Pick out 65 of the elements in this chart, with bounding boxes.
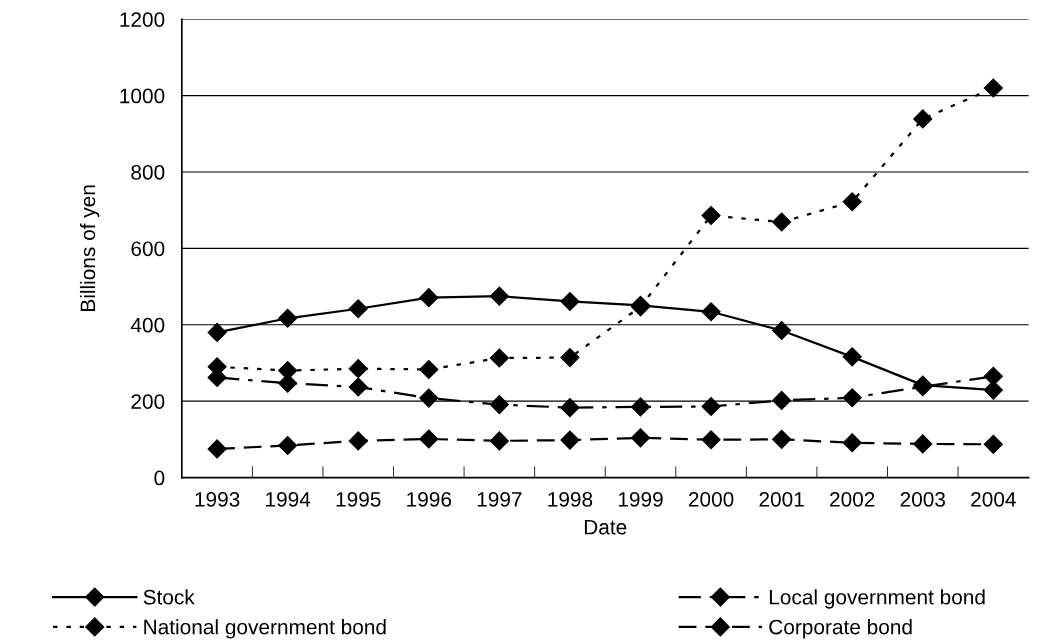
- x-tick-label: 2003: [900, 491, 946, 507]
- y-tick-label: 600: [131, 241, 165, 257]
- point: [772, 320, 792, 341]
- point: [278, 435, 298, 455]
- legend-label: National government bond: [144, 619, 386, 639]
- point: [207, 439, 227, 459]
- point: [701, 206, 721, 226]
- point: [348, 377, 368, 397]
- y-tick-label: 800: [131, 165, 165, 180]
- point: [913, 109, 933, 129]
- point: [983, 434, 1003, 454]
- y-tick-label: 1200: [120, 12, 165, 27]
- x-tick-label: 1995: [336, 491, 381, 507]
- point: [560, 291, 580, 312]
- x-tick-label: 1999: [618, 491, 663, 507]
- x-axis-title: Date: [584, 519, 627, 535]
- point: [772, 212, 792, 232]
- point: [913, 434, 933, 454]
- x-tick-label: 2000: [688, 491, 734, 507]
- point: [419, 429, 439, 449]
- point: [489, 431, 509, 451]
- point: [983, 380, 1003, 400]
- point: [772, 390, 792, 410]
- point: [772, 429, 792, 449]
- point: [983, 366, 1003, 386]
- x-tick-label: 2004: [971, 491, 1016, 507]
- y-tick-label: 1000: [120, 88, 165, 104]
- point: [348, 431, 368, 451]
- point: [489, 348, 509, 368]
- point: [842, 433, 862, 453]
- point: [842, 192, 862, 212]
- x-tick-label: 1997: [477, 491, 522, 507]
- legend-label: Corporate bond: [769, 619, 912, 639]
- point: [983, 78, 1003, 98]
- point: [701, 430, 721, 450]
- point: [560, 398, 580, 418]
- point: [630, 428, 651, 448]
- x-tick-label: 2001: [759, 491, 804, 507]
- point: [560, 348, 580, 368]
- y-axis-title: Billions of yen: [79, 185, 100, 311]
- x-tick-label: 1998: [548, 491, 593, 507]
- point: [419, 288, 439, 308]
- point: [701, 396, 721, 417]
- point: [348, 299, 368, 319]
- point: [701, 302, 721, 322]
- point: [419, 359, 439, 379]
- point: [419, 388, 439, 408]
- point: [207, 322, 227, 342]
- legend-label: Local government bond: [769, 589, 985, 609]
- point: [842, 388, 862, 408]
- legend-label: Stock: [143, 589, 195, 605]
- y-tick-label: 400: [130, 317, 165, 333]
- point: [348, 359, 368, 379]
- point: [278, 308, 298, 328]
- point: [560, 430, 580, 450]
- x-tick-label: 1996: [407, 491, 452, 507]
- x-tick-label: 2002: [830, 491, 875, 507]
- point: [842, 347, 862, 367]
- point: [489, 395, 509, 415]
- y-tick-label: 0: [154, 470, 165, 486]
- y-tick-label: 200: [131, 394, 165, 409]
- point: [630, 397, 651, 417]
- x-tick-label: 1993: [195, 491, 240, 507]
- point: [489, 286, 509, 306]
- x-tick-label: 1994: [266, 491, 311, 507]
